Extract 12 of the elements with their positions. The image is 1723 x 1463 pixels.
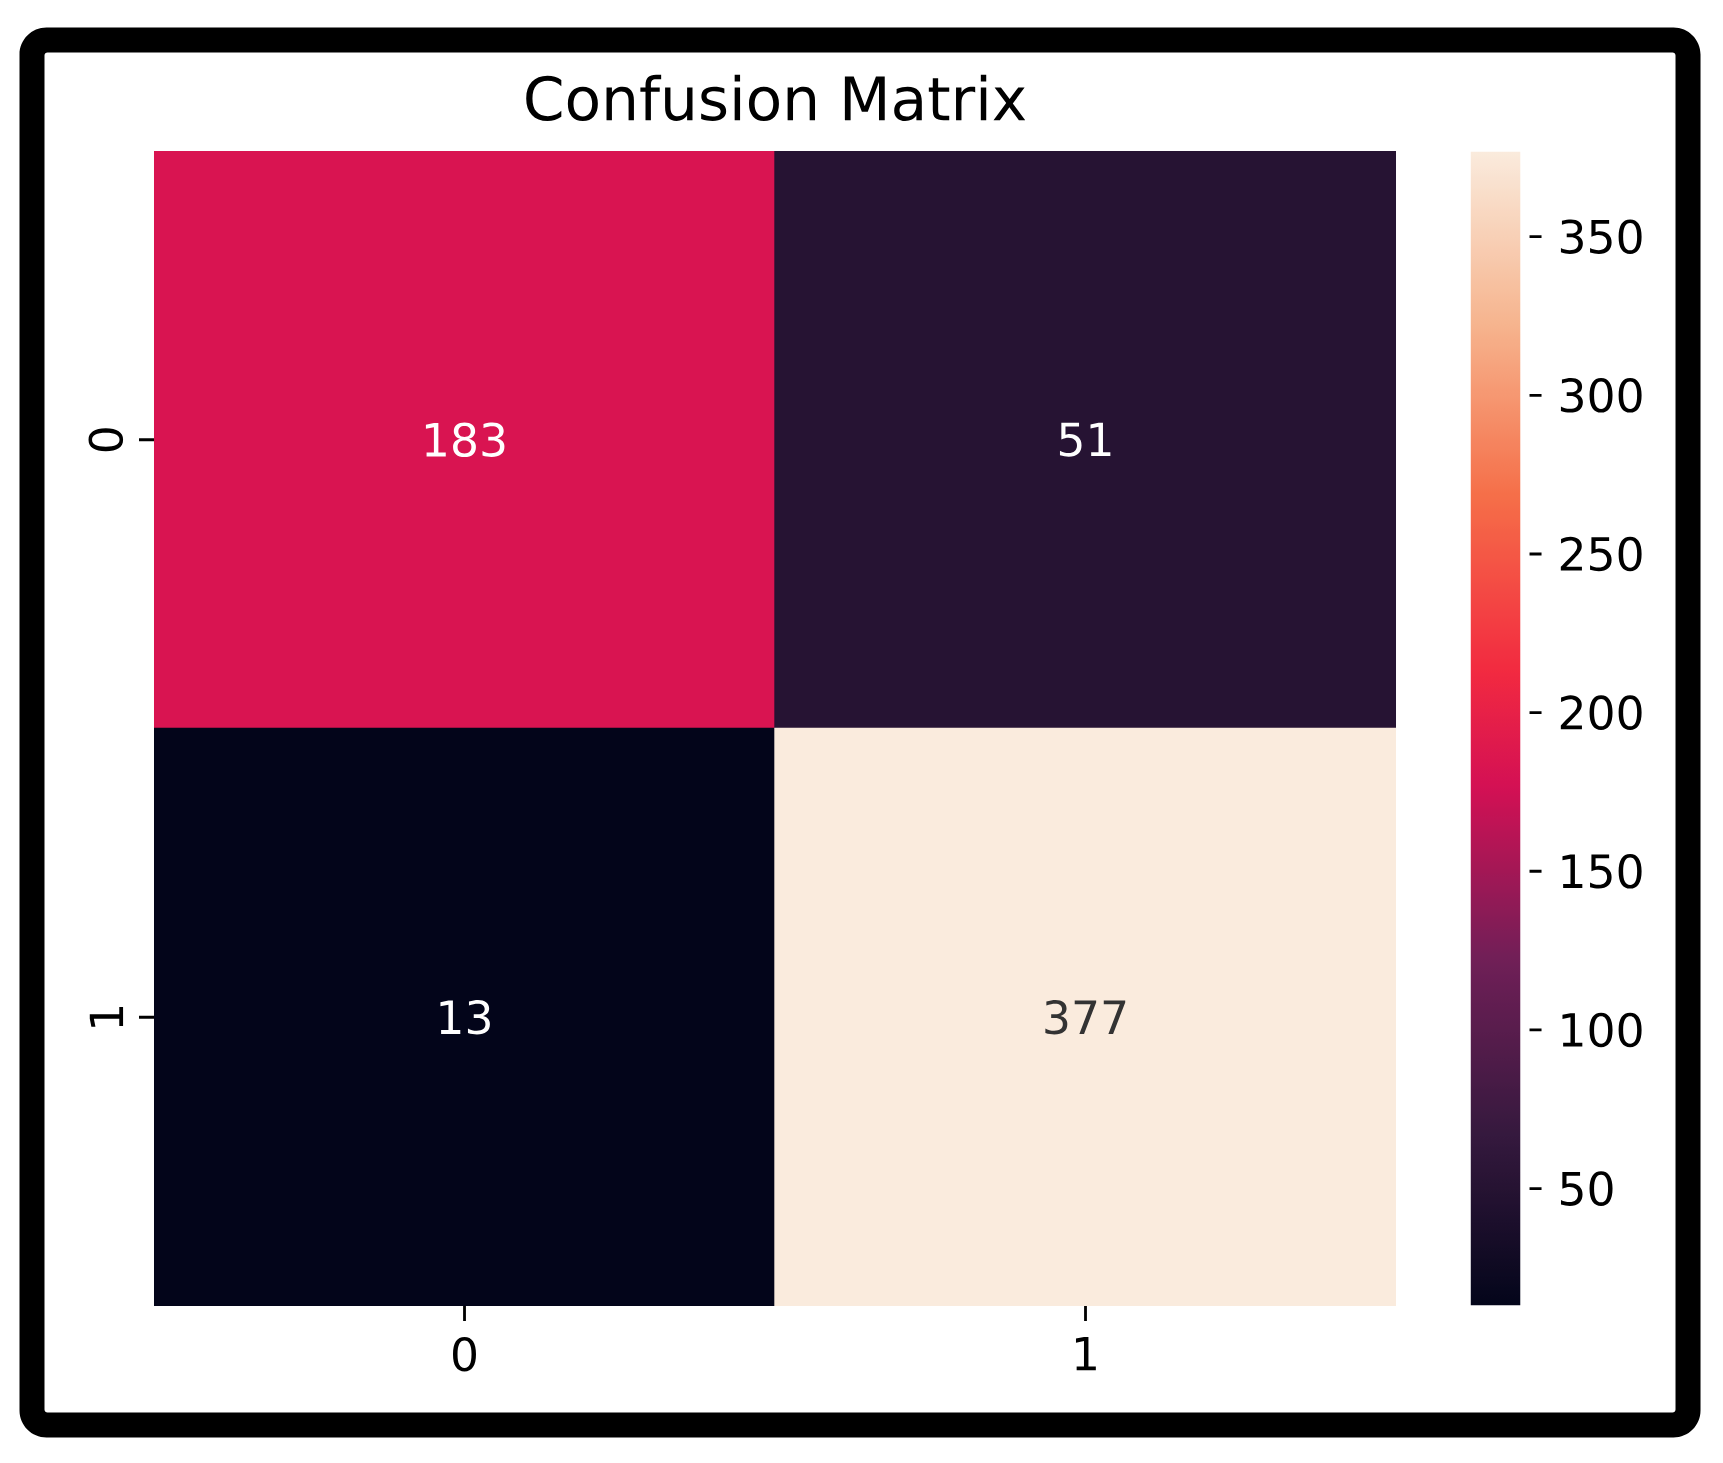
data-label: 377 <box>1045 999 1126 1035</box>
data-label: 51 <box>1059 422 1111 457</box>
color-bar-label: 150 <box>1562 854 1642 889</box>
color-bar-label: 50 <box>1560 1171 1613 1206</box>
data-label: 183 <box>425 422 505 458</box>
color-bar-label: 100 <box>1562 1012 1642 1048</box>
data-label: 13 <box>440 999 490 1035</box>
chart-title: Confusion Matrix <box>526 74 1026 121</box>
color-bar-label: 300 <box>1560 378 1642 413</box>
color-bar-label: 350 <box>1560 219 1642 254</box>
color-bar-label: 250 <box>1560 536 1642 572</box>
color-bar-label: 200 <box>1560 695 1642 730</box>
